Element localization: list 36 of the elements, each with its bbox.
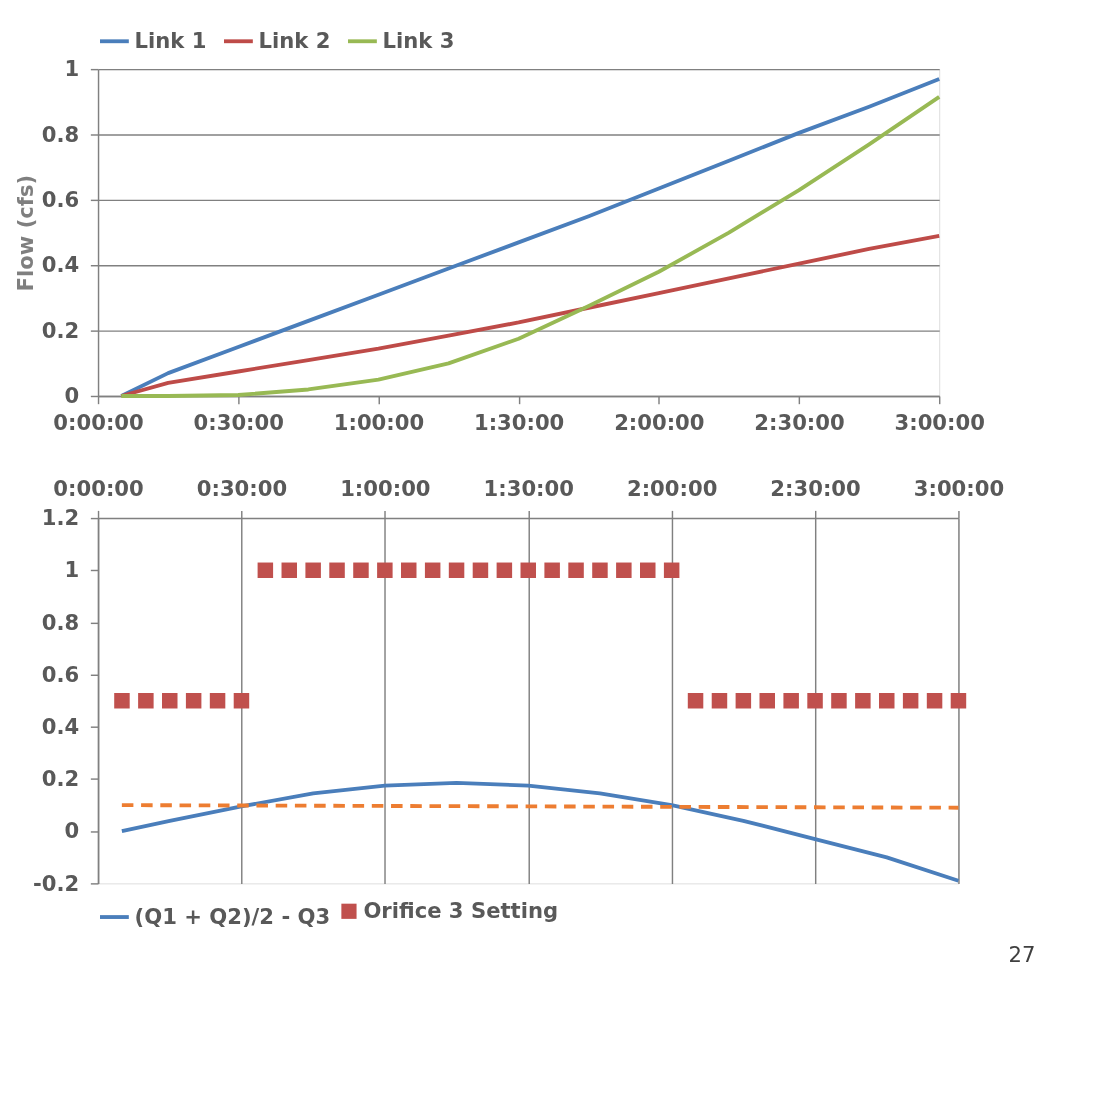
- y-tick-label: 1: [64, 557, 80, 583]
- y-tick-label: 1.2: [41, 505, 80, 531]
- x-tick-label: 2:30:00: [754, 410, 845, 436]
- legend-label: Link 1: [134, 28, 207, 53]
- x-tick-label: 1:00:00: [333, 410, 425, 436]
- x-tick-label: 0:00:00: [53, 476, 144, 502]
- y-tick-label: 0.6: [41, 187, 80, 213]
- x-tick-label: 1:30:00: [473, 410, 565, 436]
- y-tick-label: -0.2: [33, 870, 80, 896]
- x-tick-label: 2:00:00: [626, 476, 718, 502]
- text: 27: [1008, 942, 1036, 968]
- x-tick-label: 0:30:00: [193, 410, 284, 436]
- line-series: [119, 781, 961, 883]
- x-tick-label: 3:00:00: [894, 410, 985, 436]
- legend-label: Orifice 3 Setting: [363, 898, 559, 924]
- y-tick-label: 0.2: [41, 317, 80, 343]
- y-tick-label: 0.8: [41, 121, 80, 147]
- x-tick-label: 2:00:00: [614, 410, 705, 436]
- y-tick-label: 0: [64, 818, 80, 844]
- x-tick-label: 1:30:00: [483, 476, 574, 502]
- x-tick-label: 0:30:00: [196, 476, 288, 502]
- legend-label: Link 2: [258, 28, 331, 53]
- y-tick-label: 1: [64, 56, 80, 82]
- y-axis-title: Flow (cfs): [13, 174, 39, 292]
- y-tick-label: 0.4: [41, 252, 80, 278]
- x-tick-label: 0:00:00: [53, 410, 144, 436]
- y-tick-label: 0: [64, 383, 80, 409]
- x-tick-label: 3:00:00: [913, 476, 1005, 502]
- legend-label: Link 3: [382, 28, 455, 53]
- y-tick-label: 0.6: [41, 661, 80, 687]
- x-tick-label: 1:00:00: [340, 476, 431, 502]
- y-tick-label: 0.4: [41, 714, 80, 740]
- y-tick-label: 0.2: [41, 766, 80, 792]
- legend-label: (Q1 + Q2)/2 - Q3: [134, 903, 331, 929]
- x-tick-label: 2:30:00: [770, 476, 861, 502]
- y-tick-label: 0.8: [41, 609, 80, 635]
